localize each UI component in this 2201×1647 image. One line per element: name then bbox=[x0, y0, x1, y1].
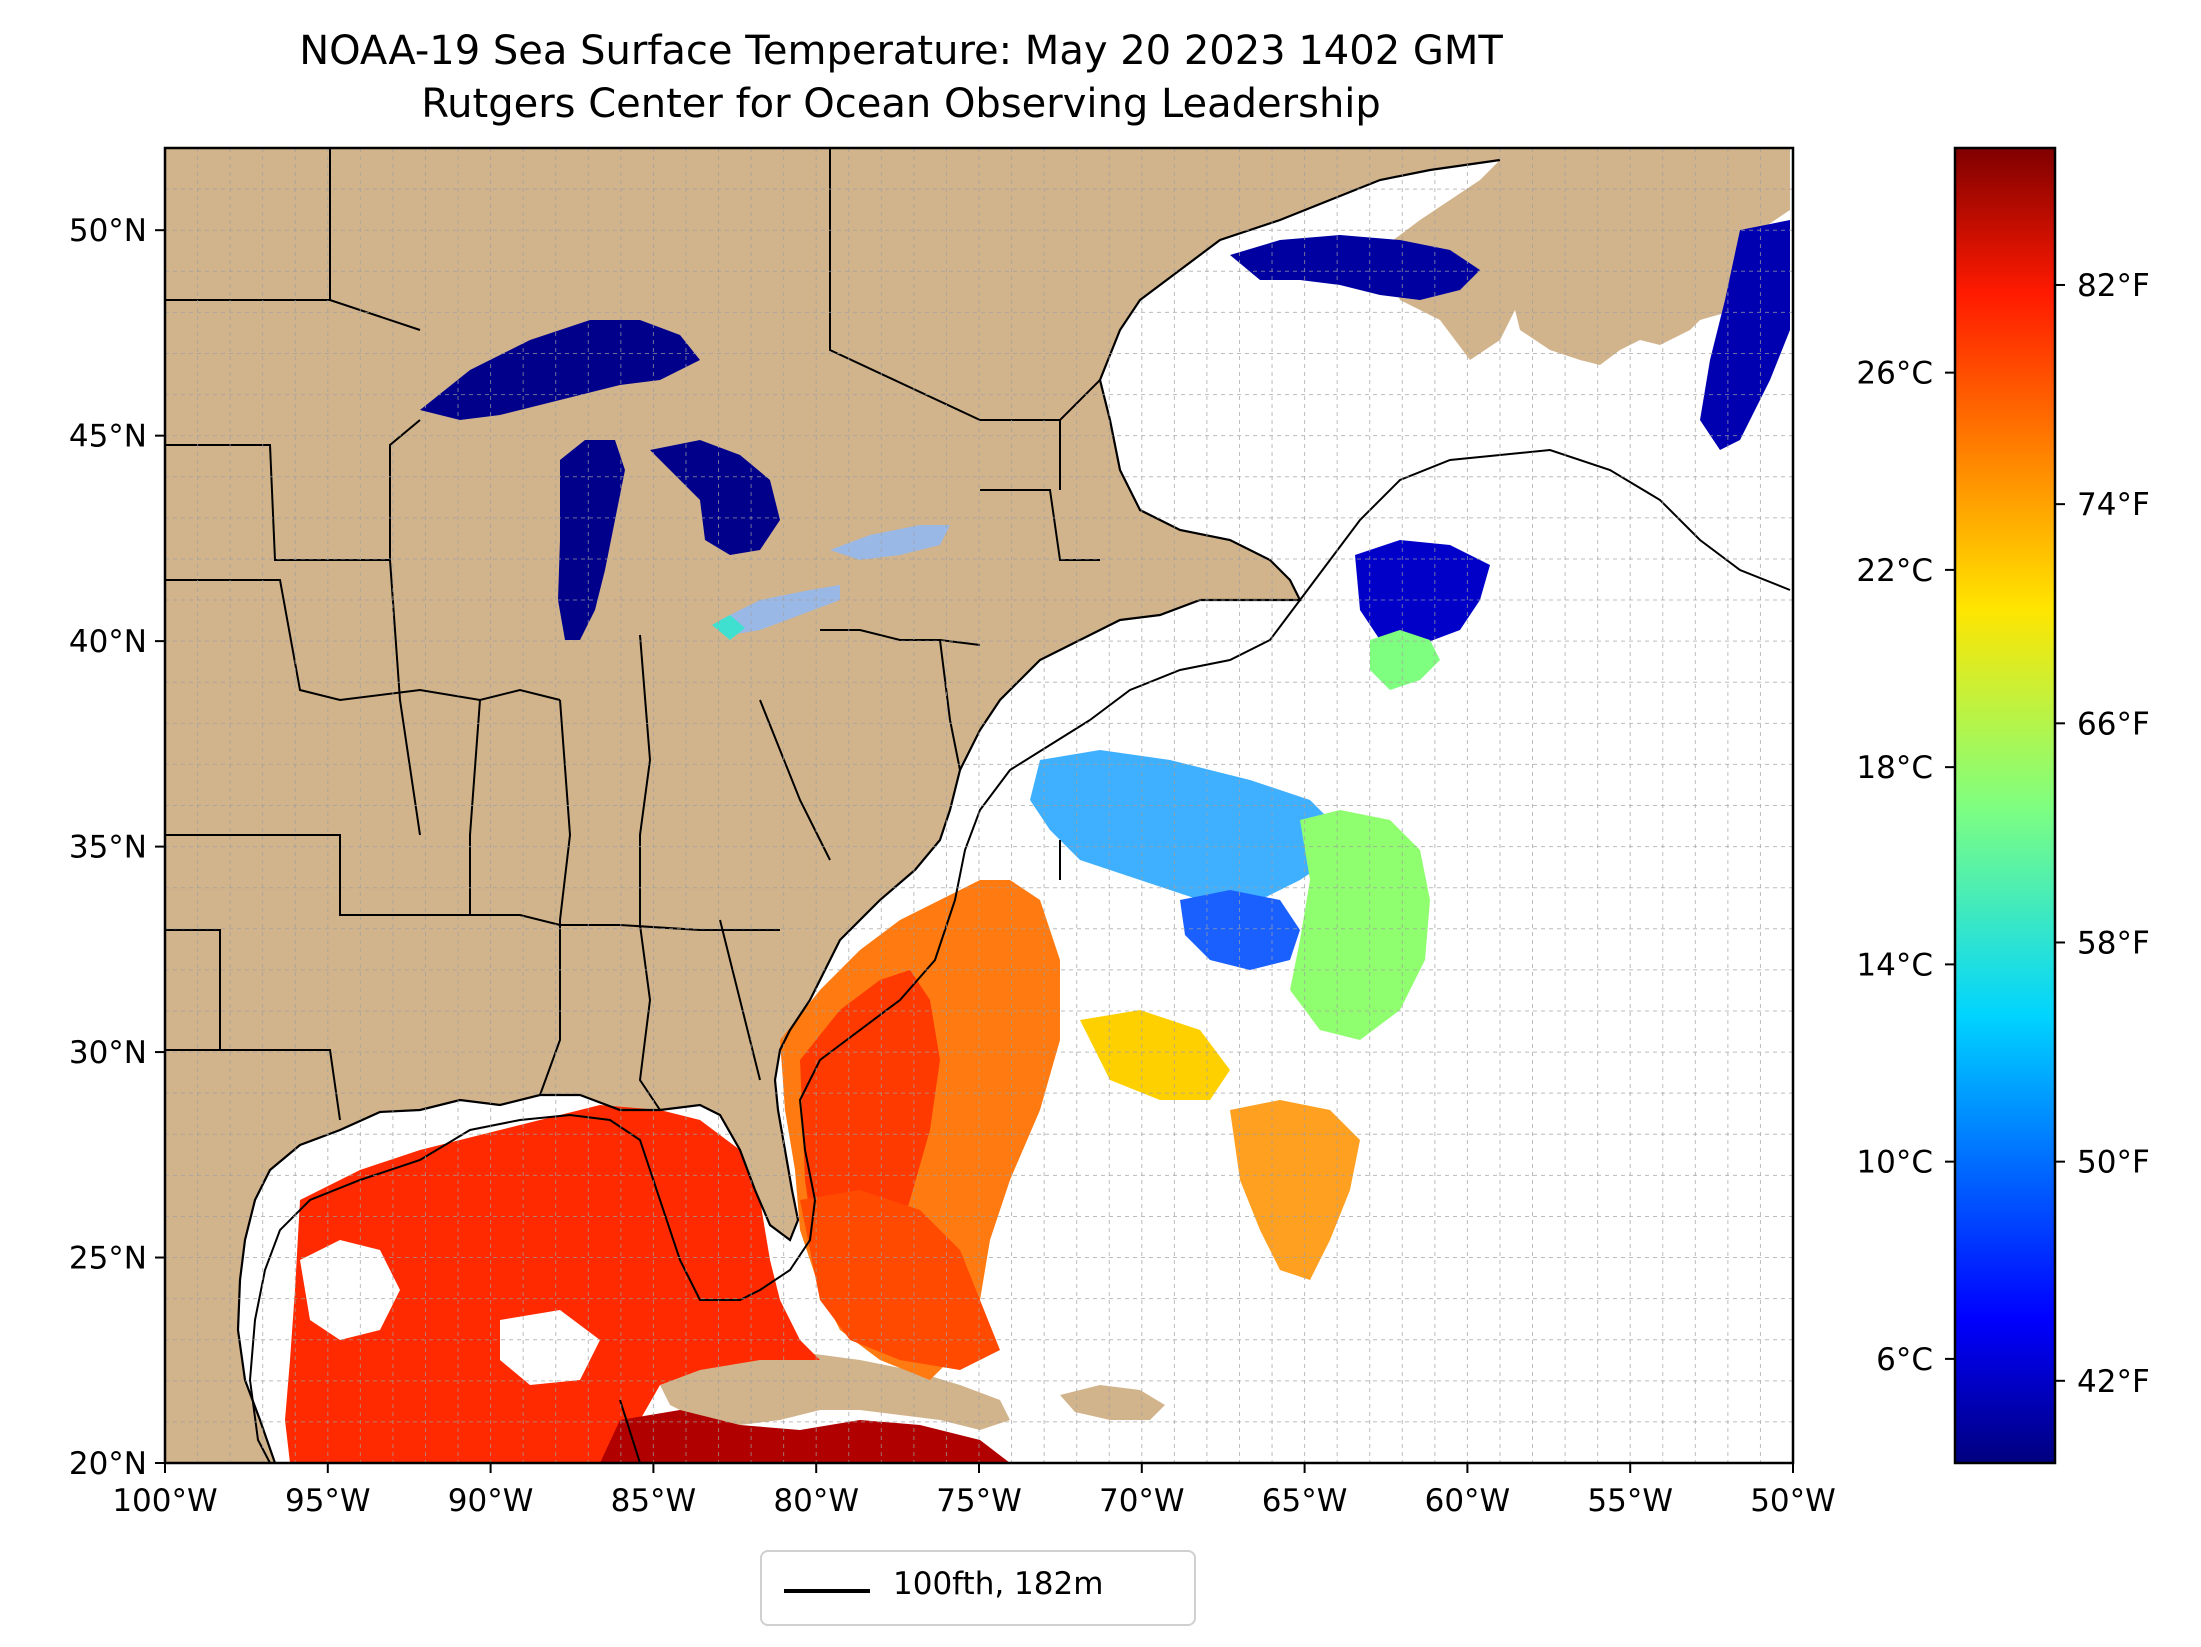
lat-tick-label: 50°N bbox=[69, 213, 147, 249]
colorbar-f-tick-label: 50°F bbox=[2077, 1145, 2150, 1181]
sst-gulf-st-lawrence bbox=[1230, 235, 1480, 300]
sst-labrador bbox=[1700, 220, 1790, 450]
lon-tick-label: 50°W bbox=[1750, 1483, 1836, 1519]
legend-line-swatch bbox=[784, 1589, 870, 1593]
lon-tick-label: 90°W bbox=[448, 1483, 534, 1519]
colorbar-f-tick-label: 66°F bbox=[2077, 706, 2150, 742]
sst-sargasso-orange bbox=[1230, 1100, 1360, 1280]
colorbar-f-tick-label: 58°F bbox=[2077, 925, 2150, 961]
lake-huron bbox=[650, 440, 780, 555]
lon-tick-label: 75°W bbox=[936, 1483, 1022, 1519]
sst-gulf-cloud-gap bbox=[300, 1240, 400, 1340]
lon-tick-label: 60°W bbox=[1425, 1483, 1511, 1519]
sst-florida-straits bbox=[800, 1190, 1000, 1370]
colorbar-f-tick-label: 42°F bbox=[2077, 1364, 2150, 1400]
lat-tick-label: 30°N bbox=[69, 1035, 147, 1071]
sst-blue-eddy bbox=[1180, 890, 1300, 970]
lon-tick-label: 100°W bbox=[112, 1483, 217, 1519]
sst-mid-atlantic-patch bbox=[1030, 750, 1340, 900]
sst-gulf-of-maine bbox=[1355, 540, 1490, 645]
colorbar-c-tick-label: 26°C bbox=[1856, 356, 1933, 392]
sst-georges-bank bbox=[1370, 630, 1440, 690]
isobath-100fth-north bbox=[1089, 448, 1791, 721]
sst-yellow-patch bbox=[1080, 1010, 1230, 1100]
colorbar-c-tick-label: 22°C bbox=[1856, 553, 1933, 589]
colorbar-f-tick-label: 82°F bbox=[2077, 268, 2150, 304]
colorbar-fahrenheit-axis: 42°F 50°F 58°F 66°F 74°F 82°F bbox=[2055, 268, 2150, 1400]
map-subtitle: Rutgers Center for Ocean Observing Leade… bbox=[421, 81, 1381, 127]
lat-tick-label: 40°N bbox=[69, 624, 147, 660]
lon-tick-label: 65°W bbox=[1262, 1483, 1348, 1519]
land-cuba bbox=[660, 1350, 1010, 1430]
colorbar bbox=[1953, 146, 2057, 1465]
lat-tick-label: 20°N bbox=[69, 1446, 147, 1482]
longitude-axis: 100°W 95°W 90°W 85°W 80°W 75°W 70°W 65°W 60°W 55°… bbox=[112, 1463, 1836, 1519]
lon-tick-label: 80°W bbox=[773, 1483, 859, 1519]
lake-erie-warm bbox=[712, 615, 745, 640]
lon-tick-label: 70°W bbox=[1099, 1483, 1185, 1519]
map-gridlines bbox=[165, 148, 1793, 1463]
sst-caribbean-dark bbox=[600, 1410, 1010, 1463]
lon-tick-label: 95°W bbox=[285, 1483, 371, 1519]
colorbar-c-tick-label: 10°C bbox=[1856, 1145, 1933, 1181]
lat-tick-label: 45°N bbox=[69, 419, 147, 455]
colorbar-c-tick-label: 14°C bbox=[1856, 947, 1933, 983]
sst-slope-green bbox=[1290, 810, 1430, 1040]
lake-michigan bbox=[558, 440, 625, 640]
lake-erie bbox=[720, 585, 840, 635]
lon-tick-label: 85°W bbox=[611, 1483, 697, 1519]
map-title: NOAA-19 Sea Surface Temperature: May 20 … bbox=[299, 28, 1503, 74]
legend-label: 100fth, 182m bbox=[893, 1566, 1104, 1602]
legend: 100fth, 182m bbox=[760, 1550, 1196, 1626]
colorbar-celsius-axis: 6°C 10°C 14°C 18°C 22°C 26°C bbox=[1856, 356, 1955, 1378]
colorbar-c-tick-label: 18°C bbox=[1856, 750, 1933, 786]
lon-tick-label: 55°W bbox=[1587, 1483, 1673, 1519]
lake-superior bbox=[420, 320, 700, 420]
land-hispaniola bbox=[1060, 1385, 1165, 1420]
sst-gulf-cloud-gap-2 bbox=[500, 1310, 600, 1385]
coastline bbox=[236, 158, 1501, 1463]
colorbar-c-tick-label: 6°C bbox=[1876, 1342, 1933, 1378]
lat-tick-label: 25°N bbox=[69, 1241, 147, 1277]
latitude-axis: 20°N 25°N 30°N 35°N 40°N 45°N 50°N bbox=[69, 213, 165, 1482]
lat-tick-label: 35°N bbox=[69, 830, 147, 866]
land-newfoundland bbox=[1510, 190, 1735, 365]
lake-ontario bbox=[830, 525, 950, 560]
colorbar-f-tick-label: 74°F bbox=[2077, 487, 2150, 523]
